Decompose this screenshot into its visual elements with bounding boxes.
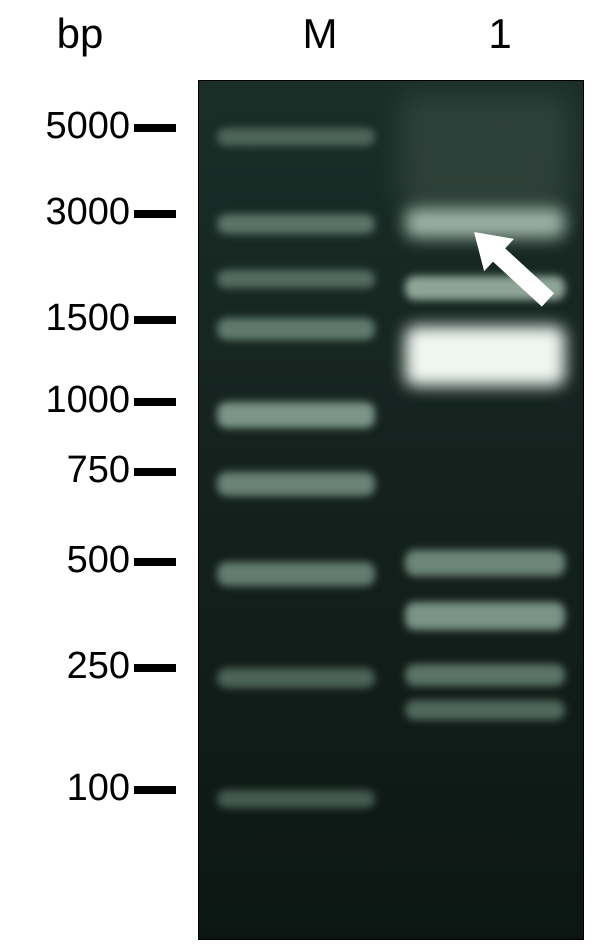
ladder-label-100: 100 [20,767,130,810]
ladder-label-1500: 1500 [20,297,130,340]
ladder-label-5000: 5000 [20,105,130,148]
ladder-label-250: 250 [20,645,130,688]
header-lane-1: 1 [440,10,560,58]
ladder-tick-1500 [134,316,176,324]
ladder-tick-100 [134,786,176,794]
gel-image [198,80,584,940]
ladder-tick-3000 [134,210,176,218]
ladder-tick-750 [134,468,176,476]
ladder-tick-250 [134,664,176,672]
header-bp: bp [20,10,140,58]
ladder-tick-1000 [134,398,176,406]
ladder-label-500: 500 [20,539,130,582]
ladder-label-750: 750 [20,449,130,492]
ladder-label-3000: 3000 [20,191,130,234]
gel-figure: bp M 1 5000 3000 1500 1000 750 500 250 100 [0,0,604,951]
gel-border [198,80,584,940]
header-marker-lane: M [250,10,390,58]
ladder-label-1000: 1000 [20,379,130,422]
ladder-tick-5000 [134,124,176,132]
ladder-tick-500 [134,558,176,566]
